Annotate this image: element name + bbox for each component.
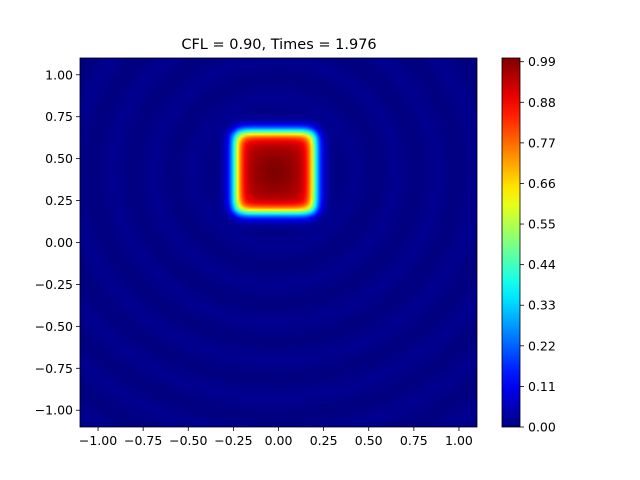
colorbar-tick-label: 0.88 bbox=[528, 95, 556, 110]
colorbar: 0.00 0.11 0.22 0.33 0.44 0.55 0.66 0.77 0.88 0.99 bbox=[501, 54, 556, 435]
colorbar-tick-label: 0.11 bbox=[528, 379, 556, 394]
y-tick-label: 0.50 bbox=[45, 151, 73, 166]
x-tick-label: −0.75 bbox=[124, 433, 162, 448]
y-tick-label: −0.25 bbox=[35, 277, 73, 292]
x-tick-label: 1.00 bbox=[445, 433, 473, 448]
plot-area bbox=[79, 57, 478, 428]
x-tick-label: −1.00 bbox=[79, 433, 117, 448]
y-tick-label: −1.00 bbox=[35, 403, 73, 418]
y-tick-label: 0.25 bbox=[45, 193, 73, 208]
y-tick-label: 0.75 bbox=[45, 109, 73, 124]
y-tick-label: −0.50 bbox=[35, 319, 73, 334]
colorbar-tick-label: 0.00 bbox=[528, 420, 556, 435]
x-tick-label: 0.25 bbox=[310, 433, 338, 448]
y-tick-label: −0.75 bbox=[35, 361, 73, 376]
x-axis: −1.00 −0.75 −0.50 −0.25 0.00 0.25 0.50 0.75 1.00 bbox=[79, 427, 473, 448]
x-tick-label: 0.00 bbox=[265, 433, 293, 448]
heatmap-image bbox=[80, 58, 477, 427]
x-tick-label: −0.50 bbox=[169, 433, 207, 448]
colorbar-tick-label: 0.66 bbox=[528, 176, 556, 191]
chart-title: CFL = 0.90, Times = 1.976 bbox=[181, 37, 376, 53]
colorbar-gradient bbox=[501, 57, 521, 428]
colorbar-tick-label: 0.33 bbox=[528, 298, 556, 313]
colorbar-tick-label: 0.44 bbox=[528, 257, 556, 272]
x-tick-label: 0.50 bbox=[355, 433, 383, 448]
x-tick-label: −0.25 bbox=[214, 433, 252, 448]
y-tick-label: 0.00 bbox=[45, 235, 73, 250]
y-axis: −1.00 −0.75 −0.50 −0.25 0.00 0.25 0.50 0.75 1.00 bbox=[35, 67, 80, 418]
colorbar-tick-label: 0.22 bbox=[528, 338, 556, 353]
colorbar-tick-label: 0.55 bbox=[528, 217, 556, 232]
colorbar-tick-label: 0.99 bbox=[528, 54, 556, 69]
x-tick-label: 0.75 bbox=[400, 433, 428, 448]
y-tick-label: 1.00 bbox=[45, 67, 73, 82]
colorbar-tick-label: 0.77 bbox=[528, 135, 556, 150]
